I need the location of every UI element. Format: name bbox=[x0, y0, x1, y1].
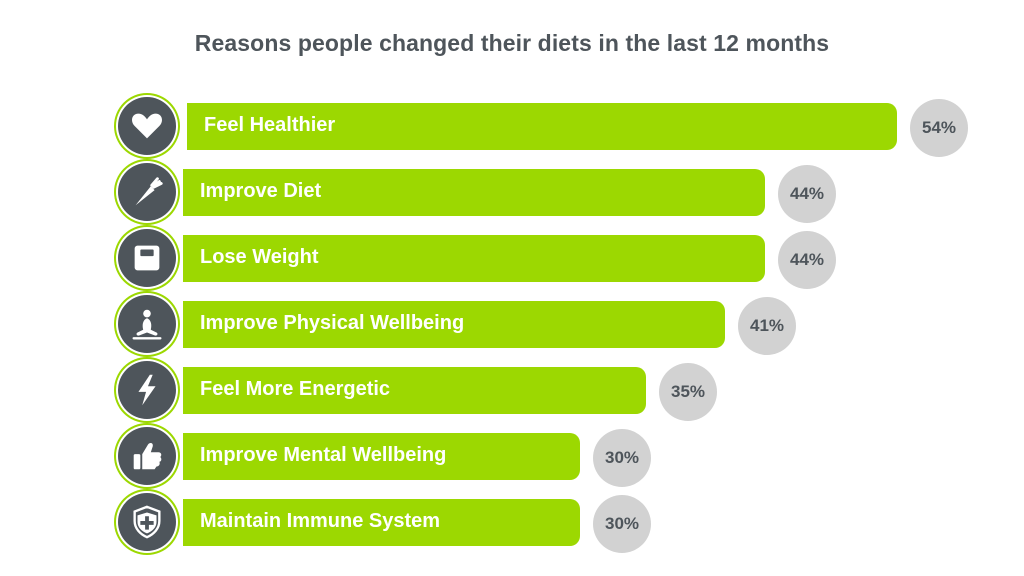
value-label: 30% bbox=[593, 429, 651, 487]
bar-label: Maintain Immune System bbox=[200, 510, 441, 532]
bar-row-improve-physical-wellbeing: Improve Physical Wellbeing 41% bbox=[0, 295, 1024, 355]
bar-feel-healthier: Feel Healthier bbox=[187, 103, 897, 150]
value-label: 54% bbox=[910, 99, 968, 157]
chart-title: Reasons people changed their diets in th… bbox=[194, 30, 830, 56]
bar-label: Improve Diet bbox=[200, 180, 322, 202]
bar-row-feel-healthier: Feel Healthier 54% bbox=[0, 97, 1024, 157]
bar-label: Improve Mental Wellbeing bbox=[200, 444, 447, 466]
value-label: 44% bbox=[778, 165, 836, 223]
heart-icon bbox=[118, 97, 176, 155]
value-label: 44% bbox=[778, 231, 836, 289]
bar-row-lose-weight: Lose Weight 44% bbox=[0, 229, 1024, 289]
bar-maintain-immune-system: Maintain Immune System bbox=[183, 499, 580, 546]
bar-feel-more-energetic: Feel More Energetic bbox=[183, 367, 646, 414]
bar-improve-mental-wellbeing: Improve Mental Wellbeing bbox=[183, 433, 580, 480]
carrot-icon bbox=[118, 163, 176, 221]
bar-label: Feel Healthier bbox=[204, 114, 336, 136]
bar-label: Improve Physical Wellbeing bbox=[200, 312, 465, 334]
bar-row-improve-diet: Improve Diet 44% bbox=[0, 163, 1024, 223]
shield-cross-icon bbox=[118, 493, 176, 551]
lightning-icon bbox=[118, 361, 176, 419]
bar-label: Lose Weight bbox=[200, 246, 319, 268]
value-label: 41% bbox=[738, 297, 796, 355]
bar-row-feel-more-energetic: Feel More Energetic 35% bbox=[0, 361, 1024, 421]
bar-improve-diet: Improve Diet bbox=[183, 169, 765, 216]
bar-lose-weight: Lose Weight bbox=[183, 235, 765, 282]
value-label: 35% bbox=[659, 363, 717, 421]
bar-row-improve-mental-wellbeing: Improve Mental Wellbeing 30% bbox=[0, 427, 1024, 487]
meditation-icon bbox=[118, 295, 176, 353]
value-label: 30% bbox=[593, 495, 651, 553]
scale-icon bbox=[118, 229, 176, 287]
bar-label: Feel More Energetic bbox=[200, 378, 391, 400]
thumbs-up-icon bbox=[118, 427, 176, 485]
bar-row-maintain-immune-system: Maintain Immune System 30% bbox=[0, 493, 1024, 553]
bar-improve-physical-wellbeing: Improve Physical Wellbeing bbox=[183, 301, 725, 348]
